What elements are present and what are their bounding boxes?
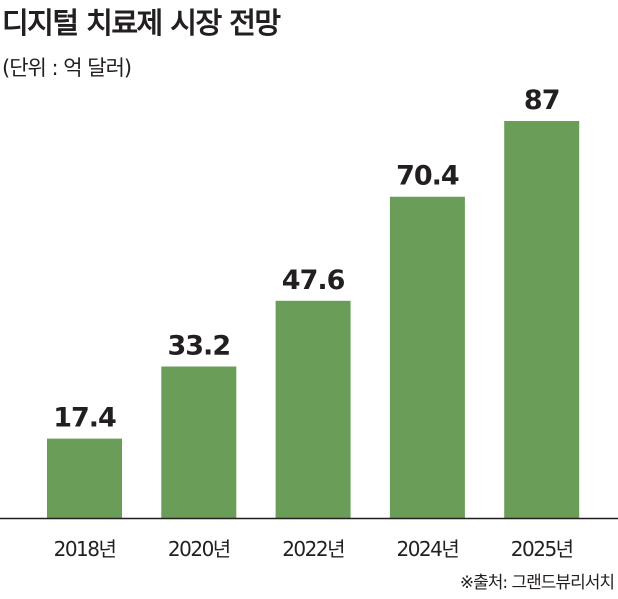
x-tick-label: 2025년 [511,537,573,561]
x-tick-label: 2020년 [168,537,230,561]
bar [275,300,351,518]
data-label: 47.6 [282,265,345,296]
data-label: 33.2 [167,331,230,362]
source-note: ※출처: 그랜드뷰리서치 [459,573,615,593]
chart-unit: (단위 : 억 달러) [2,56,132,80]
chart-title: 디지털 치료제 시장 전망 [2,6,281,40]
data-label: 17.4 [53,403,116,434]
x-tick-label: 2018년 [54,537,116,561]
x-tick-label: 2022년 [282,537,344,561]
bar [504,121,580,518]
bar [47,438,122,518]
bar [389,196,465,518]
data-label: 87 [524,85,560,116]
data-label: 70.4 [396,161,459,192]
x-tick-label: 2024년 [396,537,458,561]
bar [161,366,237,518]
